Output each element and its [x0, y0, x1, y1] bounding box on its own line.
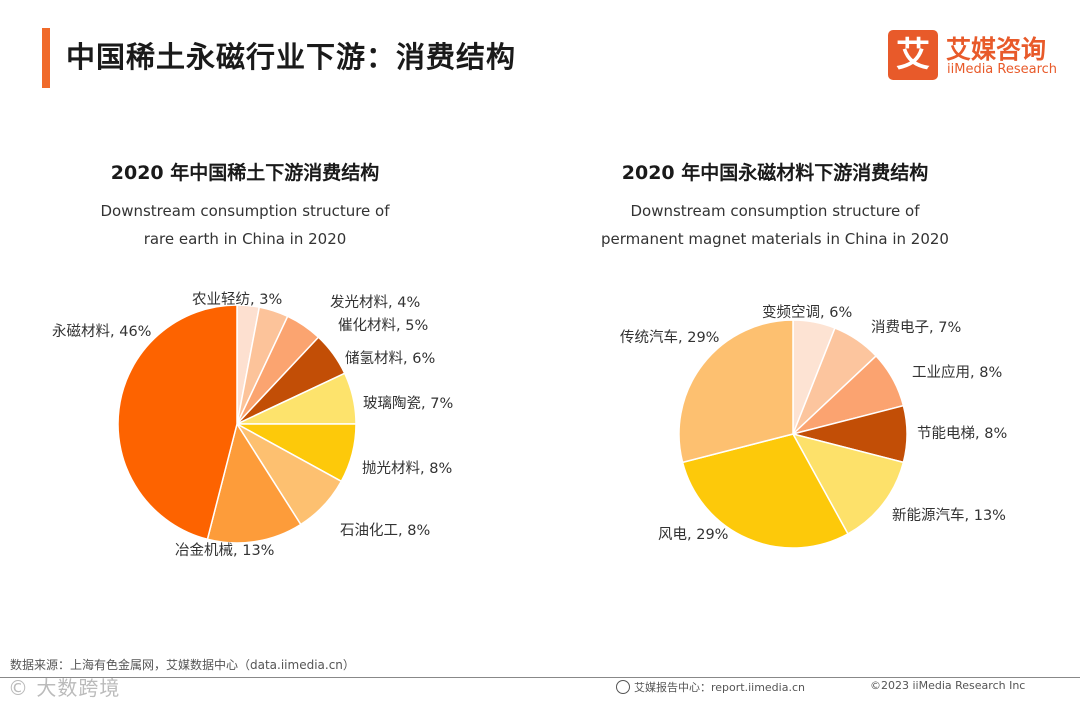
logo-cn-text: 艾媒咨询 — [946, 35, 1047, 64]
chart-1-title: 2020 年中国稀土下游消费结构 — [110, 162, 380, 184]
pie-label-1-4: 储氢材料, 6% — [345, 350, 435, 367]
pie-chart-permanent-magnet: 变频空调, 6% 消费电子, 7% 工业应用, 8% 节能电梯, 8% 新能源汽车, 1… — [620, 304, 1007, 549]
pie-label-1-5: 玻璃陶瓷, 7% — [363, 395, 453, 412]
pie-label-2-4: 节能电梯, 8% — [917, 425, 1007, 442]
data-source: 数据来源：上海有色金属网，艾媒数据中心（data.iimedia.cn） — [10, 658, 355, 672]
pie-slice-2-5 — [791, 432, 905, 535]
pie-slice-2-6 — [681, 433, 849, 549]
pie-label-1-8: 冶金机械, 13% — [175, 542, 274, 559]
pie-label-1-2: 发光材料, 4% — [330, 294, 420, 311]
pie-label-2-7: 传统汽车, 29% — [620, 329, 719, 346]
watermark: © 大数跨境 — [8, 676, 121, 700]
pie-charts-canvas: 农业轻纺, 3% 发光材料, 4% 催化材料, 5% 储氢材料, 6% 玻璃陶瓷, 7%… — [52, 291, 1007, 559]
logo-mark: 艾 — [888, 30, 938, 80]
report-url[interactable]: 艾媒报告中心：report.iimedia.cn — [616, 679, 805, 695]
pie-slice-1-9 — [117, 304, 238, 541]
pie-label-2-1: 变频空调, 6% — [762, 304, 852, 321]
chart-2-header: 2020 年中国永磁材料下游消费结构 Downstream consumptio… — [575, 158, 975, 253]
report-url-text: 艾媒报告中心：report.iimedia.cn — [634, 681, 805, 694]
pie-label-2-5: 新能源汽车, 13% — [892, 507, 1006, 524]
pie-slice-2-7 — [678, 319, 794, 464]
pie-label-2-3: 工业应用, 8% — [912, 363, 1002, 381]
pie-label-2-6: 风电, 29% — [658, 526, 728, 543]
pie-label-1-3: 催化材料, 5% — [338, 317, 428, 334]
copyright: ©2023 iiMedia Research Inc — [870, 679, 1026, 692]
page-title: 中国稀土永磁行业下游：消费结构 — [66, 40, 517, 74]
globe-icon — [616, 680, 630, 694]
pie-label-1-7: 石油化工, 8% — [340, 522, 430, 539]
pie-label-1-9: 永磁材料, 46% — [52, 323, 151, 340]
chart-2-subtitle-line-1: Downstream consumption structure of — [630, 202, 920, 220]
iimedia-logo: 艾 艾媒咨询 iiMedia Research — [888, 30, 1068, 82]
pie-label-1-1: 农业轻纺, 3% — [192, 291, 282, 308]
chart-1-subtitle-line-2: rare earth in China in 2020 — [143, 230, 347, 248]
chart-2-title: 2020 年中国永磁材料下游消费结构 — [621, 162, 929, 184]
chart-1-header: 2020 年中国稀土下游消费结构 Downstream consumption … — [45, 158, 445, 253]
chart-2-subtitle-line-2: permanent magnet materials in China in 2… — [601, 230, 949, 248]
pie-slice-1-8 — [206, 422, 302, 544]
pie-label-2-2: 消费电子, 7% — [871, 319, 961, 336]
logo-en-text: iiMedia Research — [947, 62, 1058, 77]
title-accent-bar — [42, 28, 50, 88]
pie-chart-rare-earth: 农业轻纺, 3% 发光材料, 4% 催化材料, 5% 储氢材料, 6% 玻璃陶瓷, 7%… — [52, 291, 453, 559]
pie-label-1-6: 抛光材料, 8% — [362, 460, 452, 477]
chart-1-subtitle-line-1: Downstream consumption structure of — [100, 202, 390, 220]
footer-divider — [0, 677, 1080, 678]
